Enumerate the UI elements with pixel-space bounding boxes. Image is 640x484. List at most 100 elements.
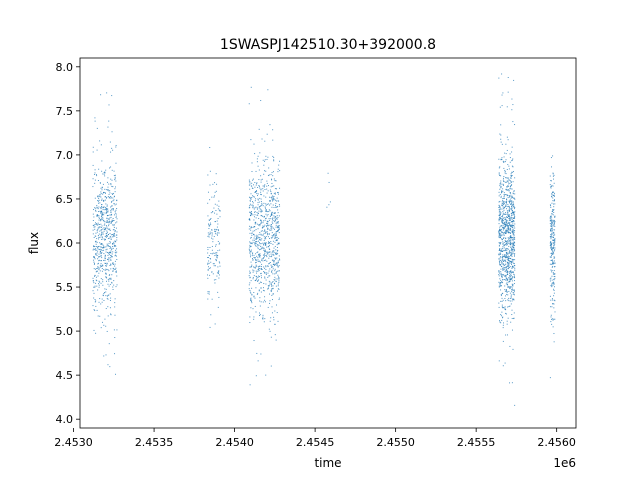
data-point	[506, 198, 508, 200]
data-point	[503, 237, 505, 239]
data-point	[500, 295, 502, 297]
data-point	[269, 200, 271, 202]
data-point	[278, 228, 280, 230]
data-point	[271, 172, 273, 174]
data-point	[212, 211, 214, 213]
data-point	[549, 204, 551, 206]
data-point	[262, 226, 264, 228]
data-point	[505, 221, 507, 223]
data-point	[278, 299, 280, 301]
data-point	[508, 261, 510, 263]
data-point	[503, 259, 505, 261]
data-point	[110, 197, 112, 199]
data-point	[250, 300, 252, 302]
data-point	[511, 165, 513, 167]
data-point	[250, 86, 252, 88]
data-point	[551, 228, 553, 230]
data-point	[258, 179, 260, 181]
data-point	[553, 194, 555, 196]
data-point	[512, 348, 514, 350]
data-point	[96, 149, 98, 151]
data-point	[254, 244, 256, 246]
data-point	[255, 238, 257, 240]
data-point	[513, 299, 515, 301]
data-point	[509, 199, 511, 201]
data-point	[102, 183, 104, 185]
data-point	[106, 196, 108, 198]
data-point	[266, 224, 268, 226]
data-point	[211, 245, 213, 247]
data-point	[92, 178, 94, 180]
data-point	[551, 279, 553, 281]
data-point	[101, 213, 103, 215]
data-point	[96, 175, 98, 177]
data-point	[213, 236, 215, 238]
data-point	[506, 186, 508, 188]
data-point	[266, 211, 268, 213]
data-point	[550, 225, 552, 227]
data-point	[251, 197, 253, 198]
data-point	[274, 237, 276, 239]
data-point	[513, 205, 515, 207]
data-point	[250, 249, 252, 251]
data-point	[510, 257, 512, 259]
data-point	[249, 282, 251, 284]
data-point	[255, 266, 257, 268]
data-point	[264, 259, 266, 261]
data-point	[258, 185, 260, 187]
data-point	[508, 183, 510, 185]
data-point	[105, 268, 107, 270]
data-point	[513, 250, 515, 252]
data-point	[255, 184, 257, 186]
data-point	[274, 334, 276, 336]
data-point	[102, 206, 104, 208]
data-point	[110, 206, 112, 208]
x-tick-label: 2.4540	[215, 436, 254, 449]
data-point	[550, 216, 552, 218]
data-point	[513, 238, 515, 240]
data-point	[514, 290, 515, 292]
data-point	[508, 290, 510, 292]
data-point	[505, 237, 507, 239]
data-point	[505, 219, 507, 221]
data-point	[275, 216, 277, 218]
data-point	[500, 229, 502, 231]
data-point	[101, 187, 103, 189]
data-point	[502, 246, 504, 248]
data-point	[268, 242, 270, 244]
data-point	[253, 219, 255, 221]
data-point	[97, 263, 99, 265]
data-point	[552, 197, 554, 199]
data-point	[257, 212, 259, 214]
data-point	[216, 257, 218, 259]
data-point	[107, 189, 109, 191]
data-point	[111, 281, 113, 283]
data-point	[106, 248, 108, 250]
data-point	[258, 289, 260, 291]
data-point	[255, 259, 257, 261]
data-point	[98, 262, 100, 264]
data-point	[506, 211, 508, 213]
data-point	[502, 199, 504, 201]
data-point	[274, 233, 276, 235]
data-point	[101, 214, 103, 216]
data-point	[249, 242, 251, 244]
data-point	[272, 204, 274, 206]
data-point	[511, 208, 512, 210]
data-point	[499, 321, 501, 323]
data-point	[92, 213, 94, 215]
data-point	[265, 231, 267, 233]
data-point	[511, 314, 513, 316]
data-point	[116, 234, 118, 236]
data-point	[512, 158, 514, 160]
data-point	[502, 243, 504, 245]
data-point	[510, 235, 512, 237]
data-point	[501, 157, 503, 159]
data-point	[211, 249, 213, 251]
data-point	[510, 303, 512, 305]
data-point	[263, 272, 265, 274]
data-point	[209, 267, 211, 269]
data-point	[271, 179, 273, 181]
data-point	[104, 192, 106, 194]
data-point	[106, 189, 108, 191]
